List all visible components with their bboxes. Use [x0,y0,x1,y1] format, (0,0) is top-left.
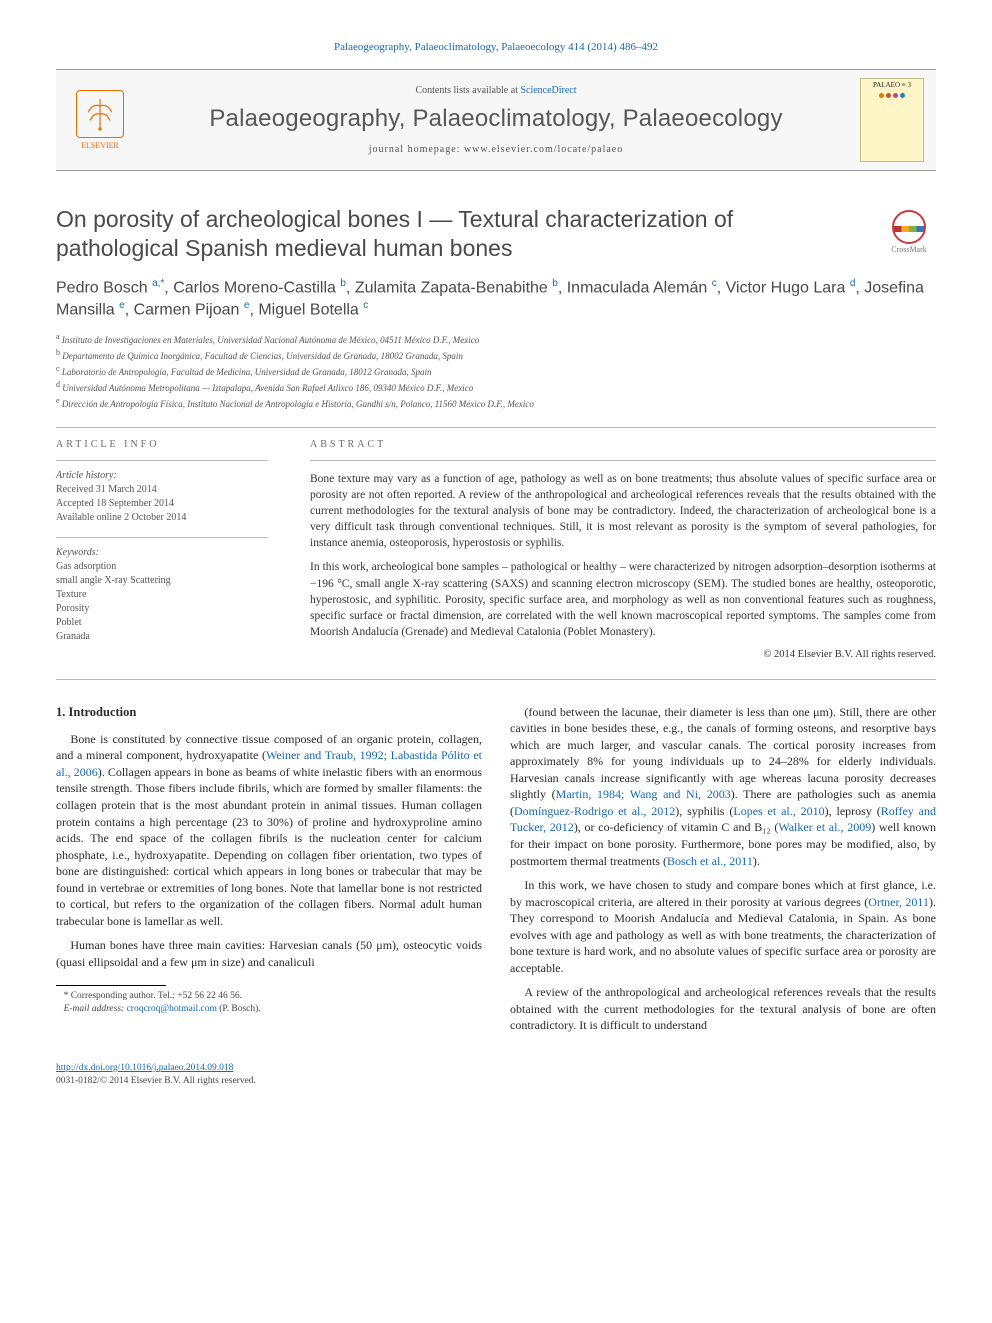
publisher-logo: ELSEVIER [68,85,132,155]
title-line1: On porosity of archeological bones I — T… [56,206,733,232]
body-p1: Bone is constituted by connective tissue… [56,731,482,930]
homepage-url[interactable]: www.elsevier.com/locate/palaeo [464,144,623,155]
citation-link[interactable]: Bosch et al., 2011 [667,854,753,868]
divider [56,427,936,428]
issn-copyright: 0031-0182/© 2014 Elsevier B.V. All right… [56,1075,936,1088]
header-citation: Palaeogeography, Palaeoclimatology, Pala… [56,40,936,55]
text-run: ). Collagen appears in bone as beams of … [56,765,482,928]
article-title: On porosity of archeological bones I — T… [56,205,870,263]
page-footer: http://dx.doi.org/10.1016/j.palaeo.2014.… [56,1062,936,1089]
affiliations: a Instituto de Investigaciones en Materi… [56,331,936,411]
text-run: ), or co-deficiency of vitamin C and B₁₂… [574,820,779,834]
crossmark-label: CrossMark [891,244,927,255]
text-run: ), leprosy ( [825,804,881,818]
sciencedirect-link[interactable]: ScienceDirect [520,85,576,96]
abstract-p2: In this work, archeological bone samples… [310,559,936,639]
history-line: Accepted 18 September 2014 [56,497,268,511]
affiliation-line: a Instituto de Investigaciones en Materi… [56,331,936,347]
homepage-label: journal homepage: [369,144,464,155]
divider [310,460,936,461]
author-email[interactable]: croqcroq@hotmail.com [127,1004,217,1014]
abstract-heading: abstract [310,438,936,452]
keyword: Porosity [56,602,268,616]
keyword: small angle X-ray Scattering [56,574,268,588]
journal-homepage: journal homepage: www.elsevier.com/locat… [148,143,844,157]
keyword: Gas adsorption [56,560,268,574]
cover-dot [879,93,884,98]
cover-dots [879,93,905,98]
keyword: Poblet [56,616,268,630]
citation-link[interactable]: Lopes et al., 2010 [733,804,824,818]
citation-link[interactable]: Domínguez-Rodrigo et al., 2012 [514,804,675,818]
divider [56,460,268,461]
citation-link[interactable]: Walker et al., 2009 [778,820,871,834]
citation-link[interactable]: Martin, 1984; Wang and Ni, 2003 [556,787,731,801]
body-p5: A review of the anthropological and arch… [510,984,936,1034]
publisher-logo-label: ELSEVIER [81,140,119,151]
body-text: 1. Introduction Bone is constituted by c… [56,704,936,1042]
abstract-p1: Bone texture may vary as a function of a… [310,471,936,551]
footnote-rule [56,985,166,986]
article-info-heading: article info [56,438,268,452]
journal-masthead: ELSEVIER Contents lists available at Sci… [56,69,936,171]
section-heading-intro: 1. Introduction [56,704,482,721]
email-label: E-mail address: [64,1004,125,1014]
abstract: abstract Bone texture may vary as a func… [310,438,936,663]
doi-link[interactable]: http://dx.doi.org/10.1016/j.palaeo.2014.… [56,1063,233,1073]
body-p4: In this work, we have chosen to study an… [510,877,936,976]
affiliation-line: d Universidad Autónoma Metropolitana — I… [56,379,936,395]
history-line: Available online 2 October 2014 [56,511,268,525]
contents-line: Contents lists available at ScienceDirec… [148,84,844,98]
masthead-center: Contents lists available at ScienceDirec… [148,84,844,158]
keyword: Granada [56,630,268,644]
contents-prefix: Contents lists available at [415,85,520,96]
journal-cover-thumb: PALAEO ≡ 3 [860,78,924,162]
keywords-heading: Keywords: [56,546,268,560]
email-footnote: E-mail address: croqcroq@hotmail.com (P.… [56,1003,482,1016]
text-run: ), syphilis ( [675,804,733,818]
history-line: Received 31 March 2014 [56,483,268,497]
article-history-heading: Article history: [56,469,268,483]
journal-name: Palaeogeography, Palaeoclimatology, Pala… [148,102,844,136]
affiliation-line: b Departamento de Química Inorgánica, Fa… [56,347,936,363]
elsevier-tree-icon [76,90,124,138]
corresponding-author-footnote: * Corresponding author. Tel.: +52 56 22 … [56,990,482,1003]
divider [56,537,268,538]
citation-link[interactable]: Ortner, 2011 [868,895,929,909]
divider [56,679,936,680]
keyword: Texture [56,588,268,602]
cover-dot [886,93,891,98]
title-line2: pathological Spanish medieval human bone… [56,235,512,261]
cover-dot [893,93,898,98]
cover-label: PALAEO ≡ 3 [873,81,911,91]
article-info: article info Article history: Received 3… [56,438,268,663]
body-p3: (found between the lacunae, their diamet… [510,704,936,869]
affiliation-line: e Dirección de Antropología Física, Inst… [56,395,936,411]
crossmark-icon [892,210,926,244]
email-suffix: (P. Bosch). [219,1004,260,1014]
author-list: Pedro Bosch a,*, Carlos Moreno-Castilla … [56,277,936,321]
cover-dot [900,93,905,98]
text-run: ). [753,854,760,868]
affiliation-line: c Laboratorio de Antropología, Facultad … [56,363,936,379]
abstract-copyright: © 2014 Elsevier B.V. All rights reserved… [310,648,936,663]
body-p2: Human bones have three main cavities: Ha… [56,937,482,970]
crossmark-badge[interactable]: CrossMark [882,205,936,259]
